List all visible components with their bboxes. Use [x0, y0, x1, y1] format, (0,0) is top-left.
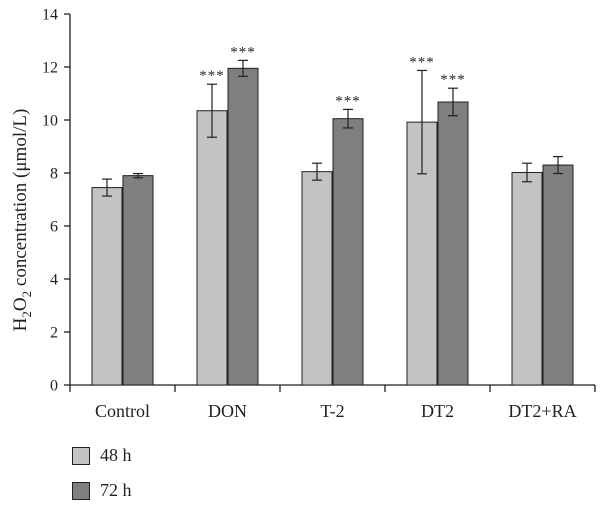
y-tick-label: 10: [42, 113, 58, 130]
legend-item-48h: 48 h: [72, 445, 132, 466]
bar: [301, 171, 333, 386]
x-category-label: T-2: [320, 401, 344, 421]
x-category-label: Control: [95, 401, 150, 421]
y-axis-title: H2O2 concentration (μmol/L): [10, 109, 34, 332]
significance-label: ***: [335, 93, 361, 109]
legend-swatch-48h: [72, 446, 90, 465]
axis-labels: 0 2 4 6 8 10 12 14 Control DON *** *** T-2 *** DT2 *** *…: [42, 7, 577, 422]
legend-label-72h: 72 h: [100, 480, 132, 500]
y-tick-label: 2: [50, 325, 58, 342]
x-category-label: DON: [208, 401, 247, 421]
y-tick-label: 12: [42, 60, 58, 77]
significance-label: ***: [440, 72, 466, 88]
y-tick-label: 8: [50, 166, 58, 183]
bar: [332, 118, 364, 386]
y-tick-label: 14: [42, 7, 58, 24]
y-tick-label: 6: [50, 219, 58, 236]
bar: [437, 101, 469, 386]
legend-label-48h: 48 h: [100, 445, 132, 465]
significance-label: ***: [230, 44, 256, 60]
bar: [91, 187, 123, 386]
significance-label: ***: [409, 54, 435, 70]
y-tick-label: 4: [50, 272, 58, 289]
bar: [511, 171, 543, 386]
bar: [122, 175, 154, 386]
significance-label: ***: [199, 68, 225, 84]
y-tick-label: 0: [50, 378, 58, 395]
x-category-label: DT2: [421, 401, 454, 421]
bar: [196, 110, 228, 386]
bar: [227, 67, 259, 386]
legend-item-72h: 72 h: [72, 480, 132, 501]
x-category-label: DT2+RA: [508, 401, 576, 421]
legend-swatch-72h: [72, 481, 90, 500]
bar: [542, 164, 574, 386]
bars: [91, 59, 574, 386]
bar-chart: 0 2 4 6 8 10 12 14 Control DON *** *** T-2 *** DT2 *** *…: [10, 7, 596, 422]
